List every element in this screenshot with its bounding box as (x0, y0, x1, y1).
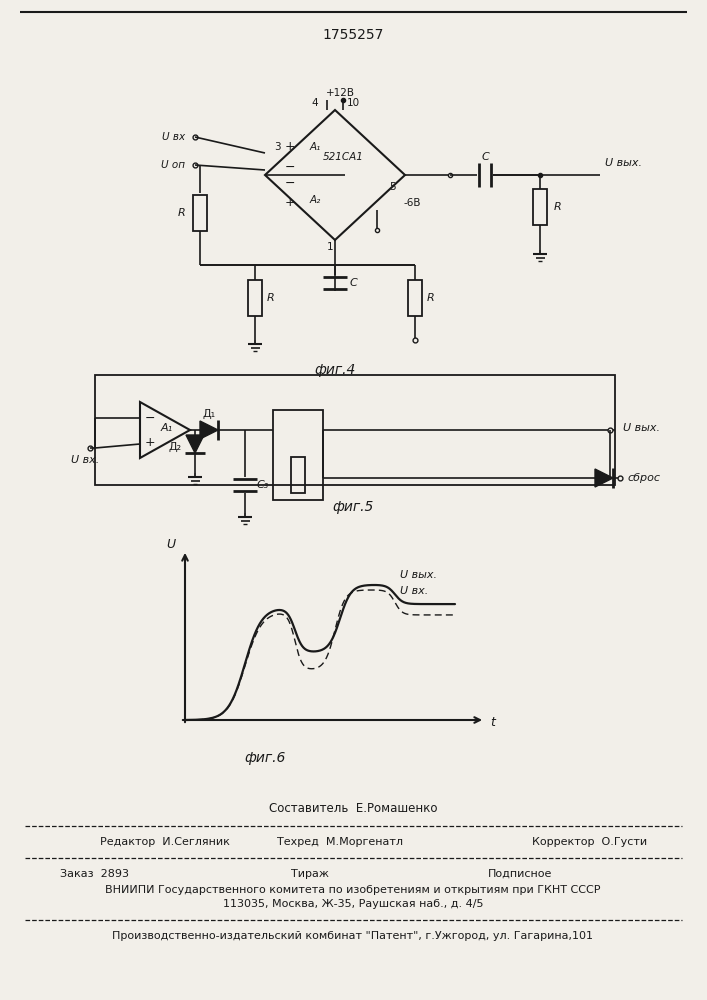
Bar (408, 280, 422, 316)
Text: 113035, Москва, Ж-35, Раушская наб., д. 4/5: 113035, Москва, Ж-35, Раушская наб., д. … (223, 899, 484, 909)
Text: Техред  М.Моргенатл: Техред М.Моргенатл (277, 837, 403, 847)
Text: Подписное: Подписное (488, 869, 552, 879)
Bar (193, 195, 207, 231)
Text: 3: 3 (274, 142, 280, 152)
Text: +: + (145, 436, 156, 448)
Text: U вх.: U вх. (71, 455, 99, 465)
Text: C₃: C₃ (257, 480, 269, 490)
Text: фиг.5: фиг.5 (332, 500, 374, 514)
Text: t: t (491, 716, 496, 728)
Text: A₂: A₂ (310, 195, 321, 205)
Text: Составитель  Е.Ромашенко: Составитель Е.Ромашенко (269, 802, 437, 814)
Text: A₁: A₁ (310, 142, 321, 152)
Bar (533, 189, 547, 225)
Text: Д₂: Д₂ (168, 442, 182, 452)
Text: U вых.: U вых. (400, 570, 437, 580)
Bar (95, 375, 615, 485)
Text: −: − (145, 412, 156, 424)
Text: U вых.: U вых. (623, 423, 660, 433)
Bar (273, 410, 323, 500)
Text: Редактор  И.Сегляник: Редактор И.Сегляник (100, 837, 230, 847)
Text: 10: 10 (346, 98, 360, 108)
Text: C: C (349, 278, 357, 288)
Text: -6В: -6В (403, 198, 421, 208)
Text: 1: 1 (327, 242, 333, 252)
Text: Заказ  2893: Заказ 2893 (60, 869, 129, 879)
Text: +: + (285, 196, 296, 210)
Text: A₁: A₁ (161, 423, 173, 433)
Text: U вх.: U вх. (400, 586, 428, 596)
Polygon shape (200, 421, 218, 439)
Bar (248, 280, 262, 316)
Text: −: − (285, 176, 296, 190)
Text: U оп: U оп (161, 160, 185, 170)
Text: сброс: сброс (627, 473, 660, 483)
Text: 5: 5 (390, 182, 397, 192)
Text: C: C (481, 152, 489, 162)
Text: 1755257: 1755257 (322, 28, 384, 42)
Text: Корректор  О.Густи: Корректор О.Густи (532, 837, 648, 847)
Polygon shape (595, 469, 613, 487)
Text: ВНИИПИ Государственного комитета по изобретениям и открытиям при ГКНТ СССР: ВНИИПИ Государственного комитета по изоб… (105, 885, 601, 895)
Text: U вх: U вх (162, 132, 185, 142)
Text: 4: 4 (312, 98, 318, 108)
Bar (291, 457, 305, 493)
Text: U: U (166, 538, 175, 552)
Text: R: R (178, 208, 186, 218)
Text: U вых.: U вых. (605, 158, 642, 168)
Text: фиг.4: фиг.4 (315, 363, 356, 377)
Text: R: R (554, 202, 562, 212)
Text: +12В: +12В (325, 88, 354, 98)
Text: R: R (427, 293, 435, 303)
Text: Тираж: Тираж (291, 869, 329, 879)
Text: Д₁: Д₁ (202, 409, 216, 419)
Polygon shape (186, 435, 204, 453)
Text: R: R (267, 293, 275, 303)
Text: фиг.6: фиг.6 (245, 751, 286, 765)
Text: −: − (285, 160, 296, 174)
Text: +: + (285, 140, 296, 153)
Text: Производственно-издательский комбинат "Патент", г.Ужгород, ул. Гагарина,101: Производственно-издательский комбинат "П… (112, 931, 593, 941)
Text: 521CA1: 521CA1 (322, 152, 363, 162)
